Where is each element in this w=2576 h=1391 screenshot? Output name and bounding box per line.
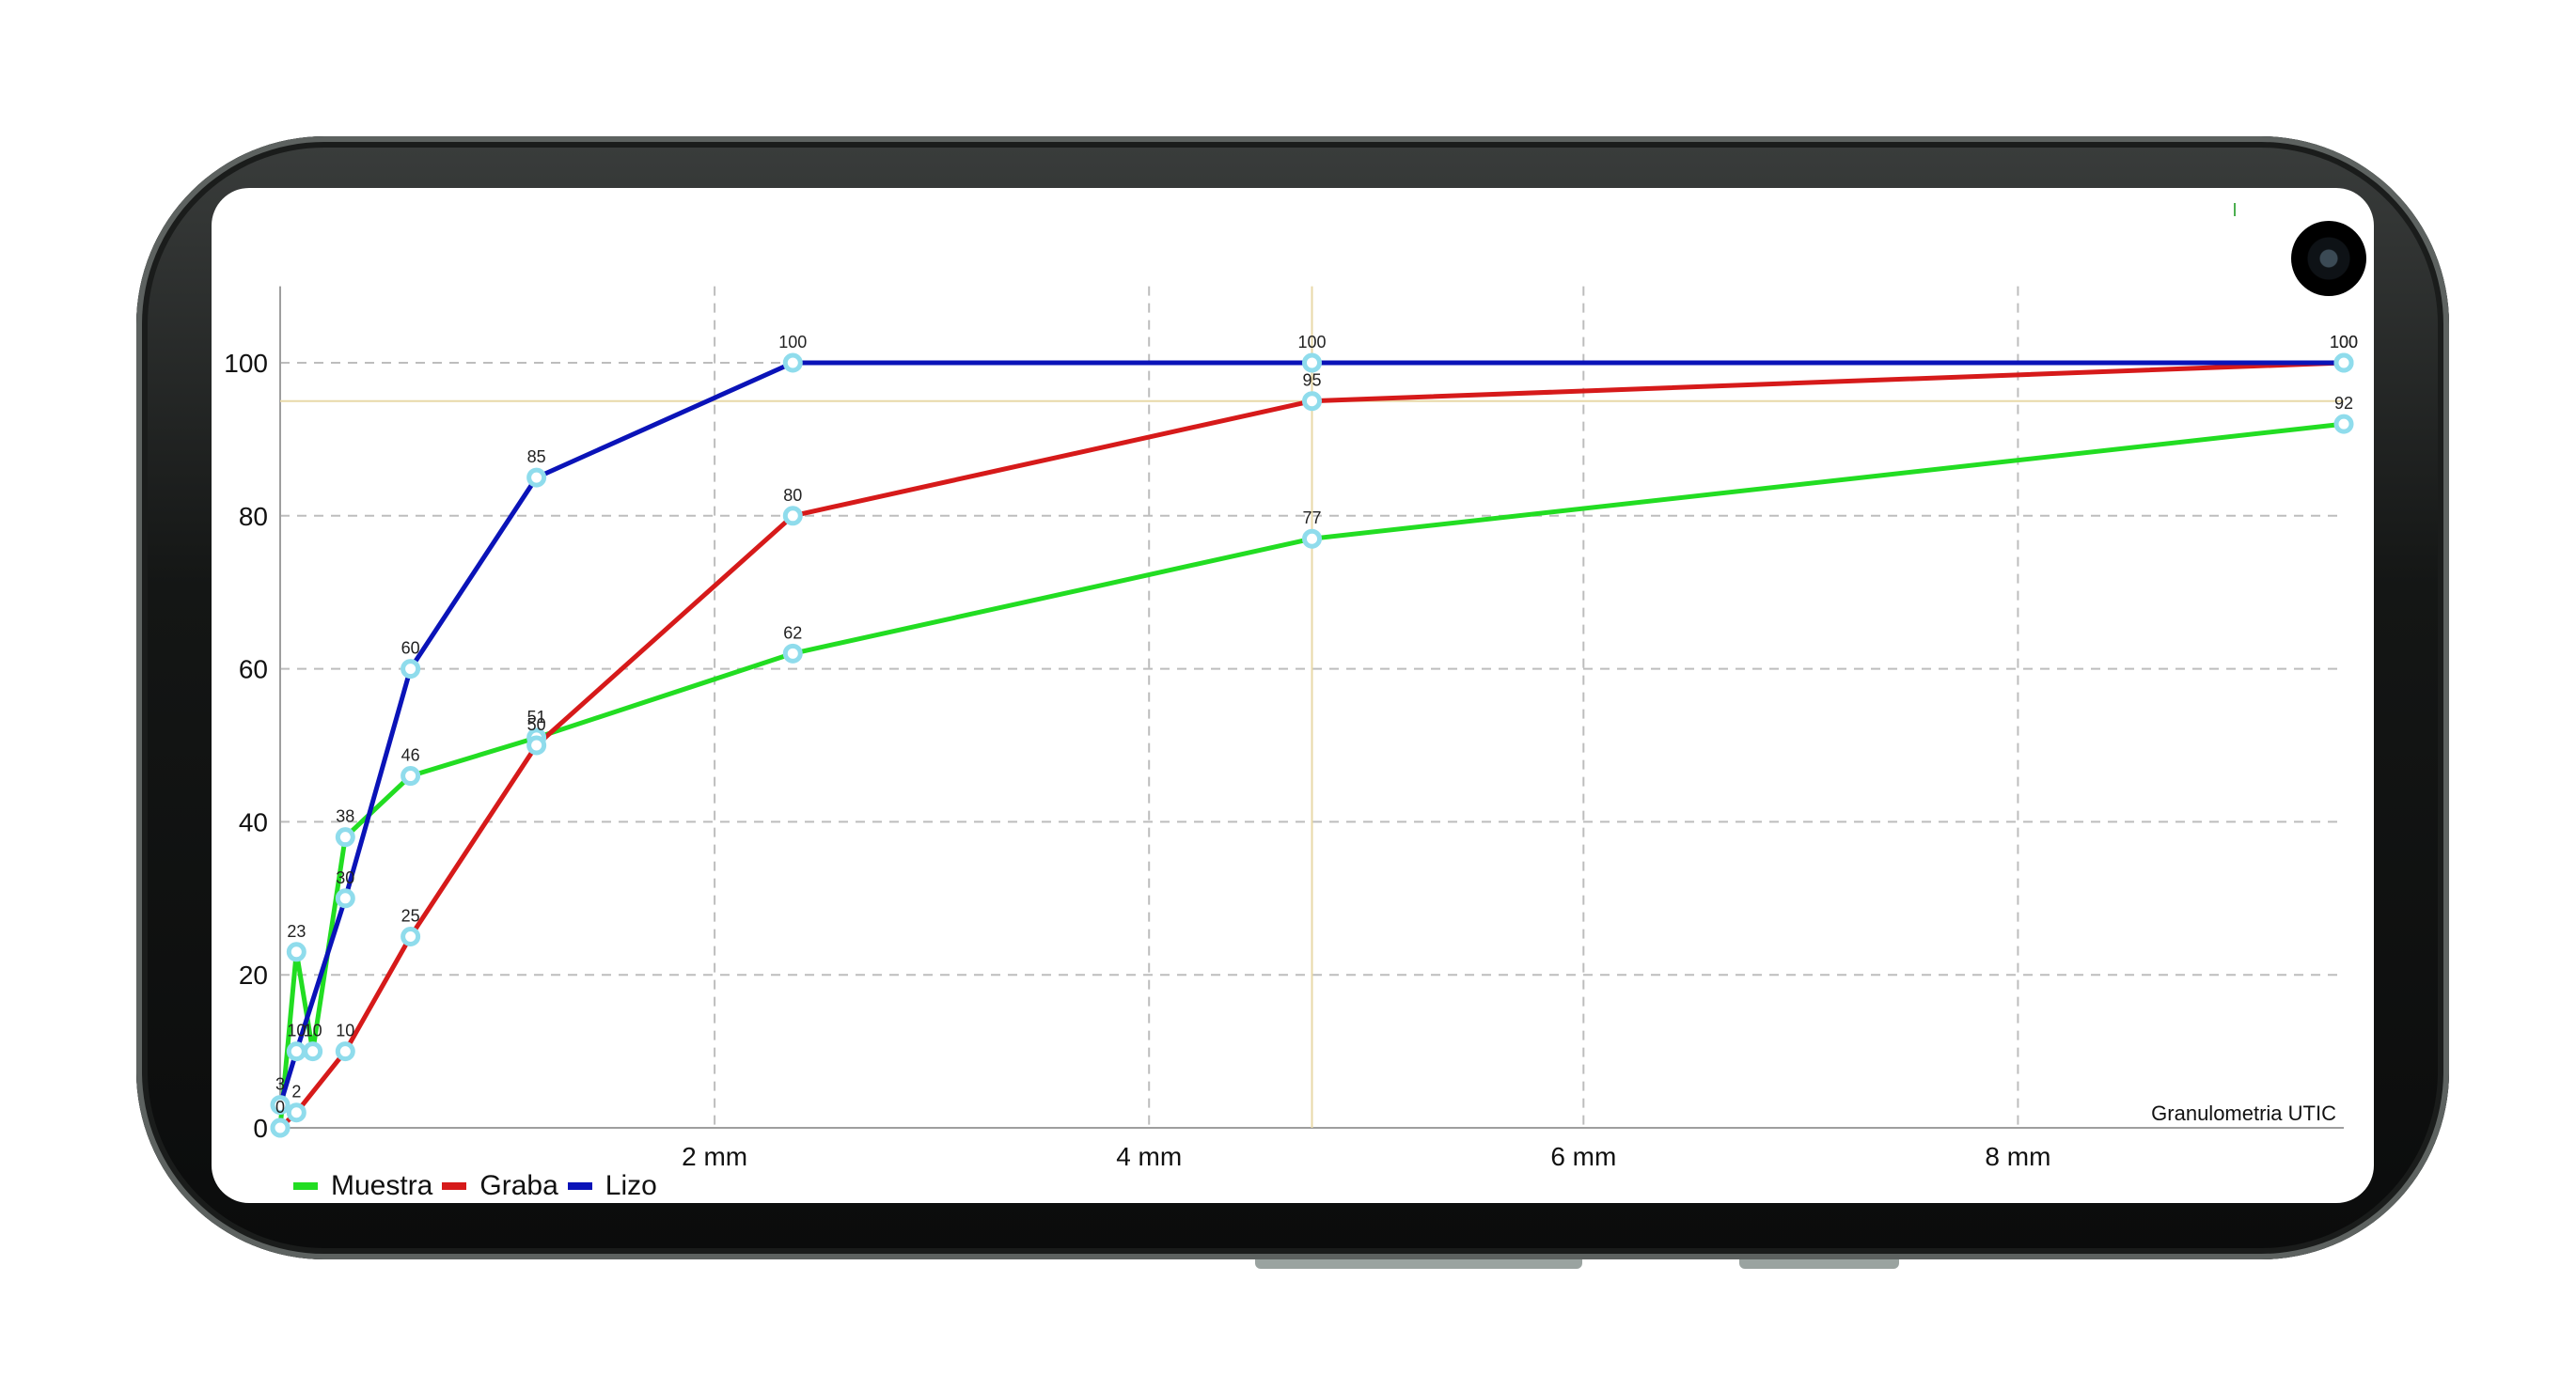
front-camera-icon: [2291, 221, 2366, 296]
data-label-lizo: 30: [336, 868, 354, 887]
y-tick-label: 100: [224, 349, 268, 378]
x-tick-label: 2 mm: [682, 1142, 747, 1171]
legend-swatch: [293, 1182, 318, 1190]
x-tick-label: 8 mm: [1985, 1142, 2050, 1171]
x-tick-label: 6 mm: [1550, 1142, 1616, 1171]
data-label-lizo: 3: [275, 1075, 285, 1094]
data-label-muestra: 46: [401, 746, 420, 765]
data-point-lizo: [401, 659, 421, 680]
y-tick-label: 80: [239, 502, 268, 531]
legend-swatch: [442, 1182, 467, 1190]
data-point-lizo: [2333, 352, 2354, 373]
data-label-graba: 2: [291, 1083, 301, 1102]
data-label-lizo: 100: [1297, 333, 1326, 352]
data-point-muestra: [303, 1041, 323, 1062]
data-point-lizo: [782, 352, 803, 373]
data-point-graba: [526, 735, 547, 756]
data-label-muestra: 38: [336, 807, 354, 826]
data-point-graba: [286, 1102, 306, 1123]
data-point-lizo: [286, 1041, 306, 1062]
chart-series-points: [270, 352, 2354, 1138]
data-point-muestra: [2333, 414, 2354, 434]
data-point-muestra: [401, 766, 421, 787]
y-tick-label: 0: [253, 1114, 268, 1143]
data-label-graba: 100: [2330, 333, 2358, 352]
y-tick-label: 40: [239, 807, 268, 836]
data-label-lizo: 60: [401, 639, 420, 658]
data-point-muestra: [286, 942, 306, 962]
data-point-lizo: [335, 888, 355, 909]
chart-watermark: Granulometria UTIC: [2151, 1102, 2336, 1125]
status-indicator: [2234, 203, 2236, 216]
legend-entry-muestra: Muestra: [293, 1170, 432, 1202]
data-label-muestra: 62: [783, 623, 802, 642]
data-point-graba: [335, 1041, 355, 1062]
legend-label: Muestra: [331, 1170, 433, 1201]
data-label-muestra: 77: [1302, 508, 1321, 527]
legend-label: Lizo: [605, 1170, 657, 1201]
x-tick-label: 4 mm: [1116, 1142, 1182, 1171]
data-label-lizo: 10: [287, 1022, 306, 1040]
data-point-muestra: [335, 827, 355, 848]
legend-entry-graba: Graba: [442, 1170, 558, 1202]
data-point-graba: [1302, 391, 1322, 412]
data-label-graba: 10: [336, 1022, 354, 1040]
chart-reference-lines: [280, 286, 2344, 1128]
data-label-graba: 50: [527, 715, 546, 734]
data-label-muestra: 92: [2334, 394, 2353, 413]
data-label-muestra: 23: [287, 922, 306, 941]
data-point-graba: [401, 927, 421, 946]
y-tick-label: 20: [239, 961, 268, 990]
chart-legend: Muestra Graba Lizo: [293, 1170, 661, 1202]
data-point-lizo: [1302, 352, 1322, 373]
data-label-lizo: 100: [778, 333, 807, 352]
data-label-lizo: 85: [527, 447, 546, 466]
legend-entry-lizo: Lizo: [567, 1170, 657, 1202]
phone-volume-button: [1255, 1259, 1582, 1269]
data-point-lizo: [526, 467, 547, 488]
series-line-lizo: [277, 360, 2344, 1106]
legend-label: Graba: [479, 1170, 558, 1201]
phone-power-button: [1739, 1259, 1899, 1269]
y-tick-label: 60: [239, 655, 268, 684]
data-label-graba: 25: [401, 907, 420, 926]
data-point-graba: [270, 1117, 291, 1138]
data-point-lizo: [270, 1095, 291, 1116]
data-point-muestra: [1302, 528, 1322, 549]
phone-screen: [212, 188, 2374, 1203]
chart-point-labels: 0 23 10 38 46 51 62 77 92 2 10 25 50 80 95 100 3 10 30 60 85…: [275, 333, 2358, 1117]
data-label-graba: 80: [783, 486, 802, 505]
data-point-muestra: [782, 643, 803, 664]
data-point-graba: [782, 506, 803, 526]
legend-swatch: [567, 1182, 592, 1190]
series-line-graba: [278, 360, 2345, 1130]
data-label-muestra: 51: [527, 708, 546, 727]
data-label-graba: 95: [1302, 371, 1321, 390]
data-label-muestra: 10: [304, 1022, 322, 1040]
data-label-lizo: 100: [2330, 333, 2358, 352]
data-label-muestra: 0: [275, 1098, 285, 1117]
